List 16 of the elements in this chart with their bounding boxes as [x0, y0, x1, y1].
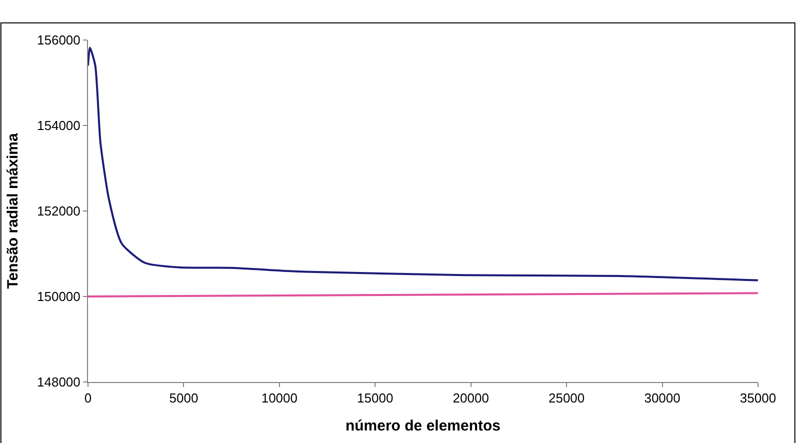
x-axis-title: número de elementos — [345, 418, 501, 435]
x-tick-label: 20000 — [452, 390, 489, 406]
line-series — [88, 46, 758, 282]
y-tick-label: 150000 — [37, 289, 80, 304]
x-tick-label: 5000 — [169, 390, 198, 406]
x-tick-label: 25000 — [548, 390, 585, 406]
x-tick-label: 10000 — [261, 390, 298, 406]
x-tick-label: 35000 — [740, 390, 776, 406]
y-axis-title: Tensão radial máxima — [4, 132, 22, 289]
x-tick-label: 15000 — [357, 390, 394, 406]
y-tick-label: 156000 — [37, 32, 80, 48]
y-tick-label: 148000 — [37, 374, 80, 390]
y-tick-label: 152000 — [37, 204, 80, 219]
x-tick-label: 30000 — [644, 390, 680, 406]
y-tick-label: 154000 — [37, 118, 80, 134]
x-tick-label: 0 — [84, 390, 92, 406]
